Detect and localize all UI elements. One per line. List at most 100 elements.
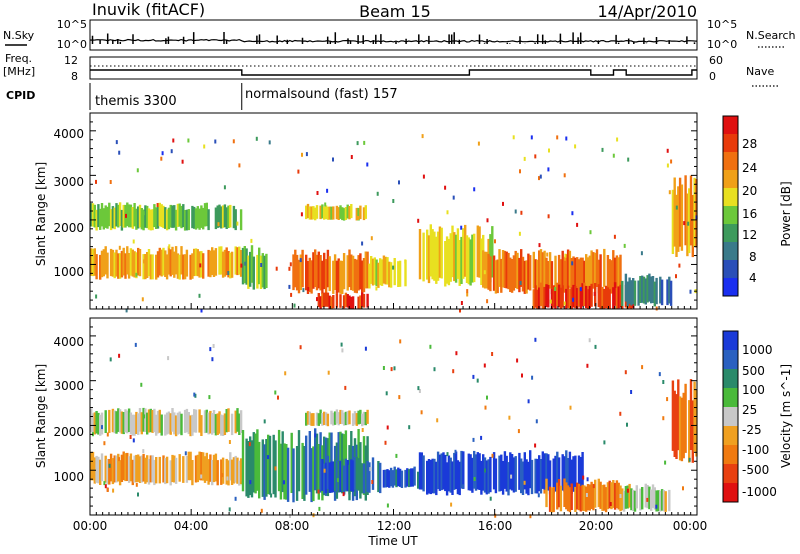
power-cells-cell [165,209,169,231]
power-cells-speckle [421,134,424,139]
velocity-cells-speckle [569,405,572,410]
velocity-cells-cell [364,445,367,501]
power-cells-cell [158,247,161,276]
power-cells-cell [689,175,693,246]
velocity-cells-cell [194,455,198,483]
power-cells-speckle [627,157,630,162]
power-cells-cell [514,250,517,288]
power-cells-cell [308,206,311,220]
velocity-cells-cell [178,454,181,482]
velocity-cells-cell [630,488,633,511]
power-cells-cell [525,260,528,294]
velocity-cells-cell [223,413,227,435]
velocity-cells-cell [348,464,351,495]
xtick-2400: 00:00 [673,519,708,533]
power-ylabel: Slant Range [km] [34,162,48,266]
power-cells-cell [359,253,362,290]
velocity-cells-cell [342,412,346,426]
velocity-cells-cell [471,457,474,493]
power-cb-tick-16: 16 [742,207,757,221]
velocity-cells-speckle [226,476,229,481]
velocity-cells-cell [97,412,100,435]
power-cells-cell [104,246,107,275]
velocity-cells-cell [180,413,183,436]
velocity-cells-cell [153,408,156,433]
power-cells-cell [427,235,431,284]
power-cells-cell [532,251,535,289]
power-cells-cell [160,249,163,277]
power-cells-cell [500,258,503,293]
velocity-cells-cell [585,486,588,512]
power-cells-cell [534,259,537,293]
velocity-cells-cell [548,486,552,512]
power-cells-cell [137,206,140,229]
velocity-cells-cell [429,459,432,495]
power-cells-cell [660,279,664,306]
power-cells-speckle [473,187,476,192]
power-cells-cell [323,206,326,220]
velocity-cells-cell [480,460,483,495]
power-cells-cell [162,247,165,276]
power-cells-speckle [136,168,139,173]
velocity-cells-cell [261,439,264,497]
power-cells-cell [364,205,367,219]
power-cells-speckle [109,180,112,184]
power-cells-cell [350,254,353,291]
velocity-cells-cell [310,448,313,503]
velocity-cells-speckle [472,374,475,379]
velocity-ytick-2000: 2000 [53,425,84,439]
power-cells-cell [102,249,105,277]
power-cells-speckle [460,225,463,230]
power-cells-speckle [446,210,449,215]
power-cells-cell [478,226,481,278]
power-cells-cell [124,253,127,279]
power-cells-cell [637,280,640,306]
power-cells-cell [612,250,615,288]
power-cells-cell [615,255,619,291]
velocity-cells-cell [487,459,490,494]
power-cells-cell [332,260,335,294]
power-cells-cell [221,205,225,228]
power-cells-cell [342,208,346,221]
velocity-cells-cell [351,460,355,492]
velocity-cells-cell [99,459,102,485]
velocity-cells-cell [469,454,472,491]
velocity-cells-cell [205,452,208,481]
power-cells-cell [234,246,237,275]
velocity-cells-cell [447,455,451,492]
velocity-cells-cell [138,408,142,432]
power-cells-cell [118,253,122,279]
velocity-cells-cell [433,458,436,494]
power-cells-cell [167,246,171,275]
velocity-cells-cell [341,458,344,491]
velocity-cells-cell [612,480,615,508]
velocity-cells-cell [142,407,145,432]
power-cells-cell [604,285,608,308]
velocity-cells-cell [570,459,573,494]
power-cells-speckle [275,266,278,271]
power-cells-cell [523,260,526,294]
velocity-cells-cell [93,412,96,435]
velocity-cells-speckle [104,484,107,489]
power-cells-cell [599,254,602,290]
velocity-cells-cell [565,450,568,489]
power-cells-cell [693,177,696,247]
velocity-cells-cell [547,454,550,491]
velocity-cells-cell [115,411,118,434]
velocity-cells-cell [500,454,503,491]
power-cells-cell [321,260,324,294]
power-cells-speckle [132,239,135,244]
power-cells-cell [617,257,620,292]
velocity-cells-cell [312,446,315,502]
velocity-cells-cell [305,412,308,426]
velocity-cells-cell [395,469,398,488]
velocity-cells-speckle [491,352,494,356]
power-cells-cell [397,261,400,287]
power-cells-cell [241,247,245,285]
power-cells-cell [185,209,189,231]
velocity-cells-speckle [211,357,214,362]
power-cells-cell [191,205,194,229]
velocity-cells-cell [245,438,248,497]
power-cells-cell [570,258,573,293]
velocity-cells-speckle [289,514,291,518]
